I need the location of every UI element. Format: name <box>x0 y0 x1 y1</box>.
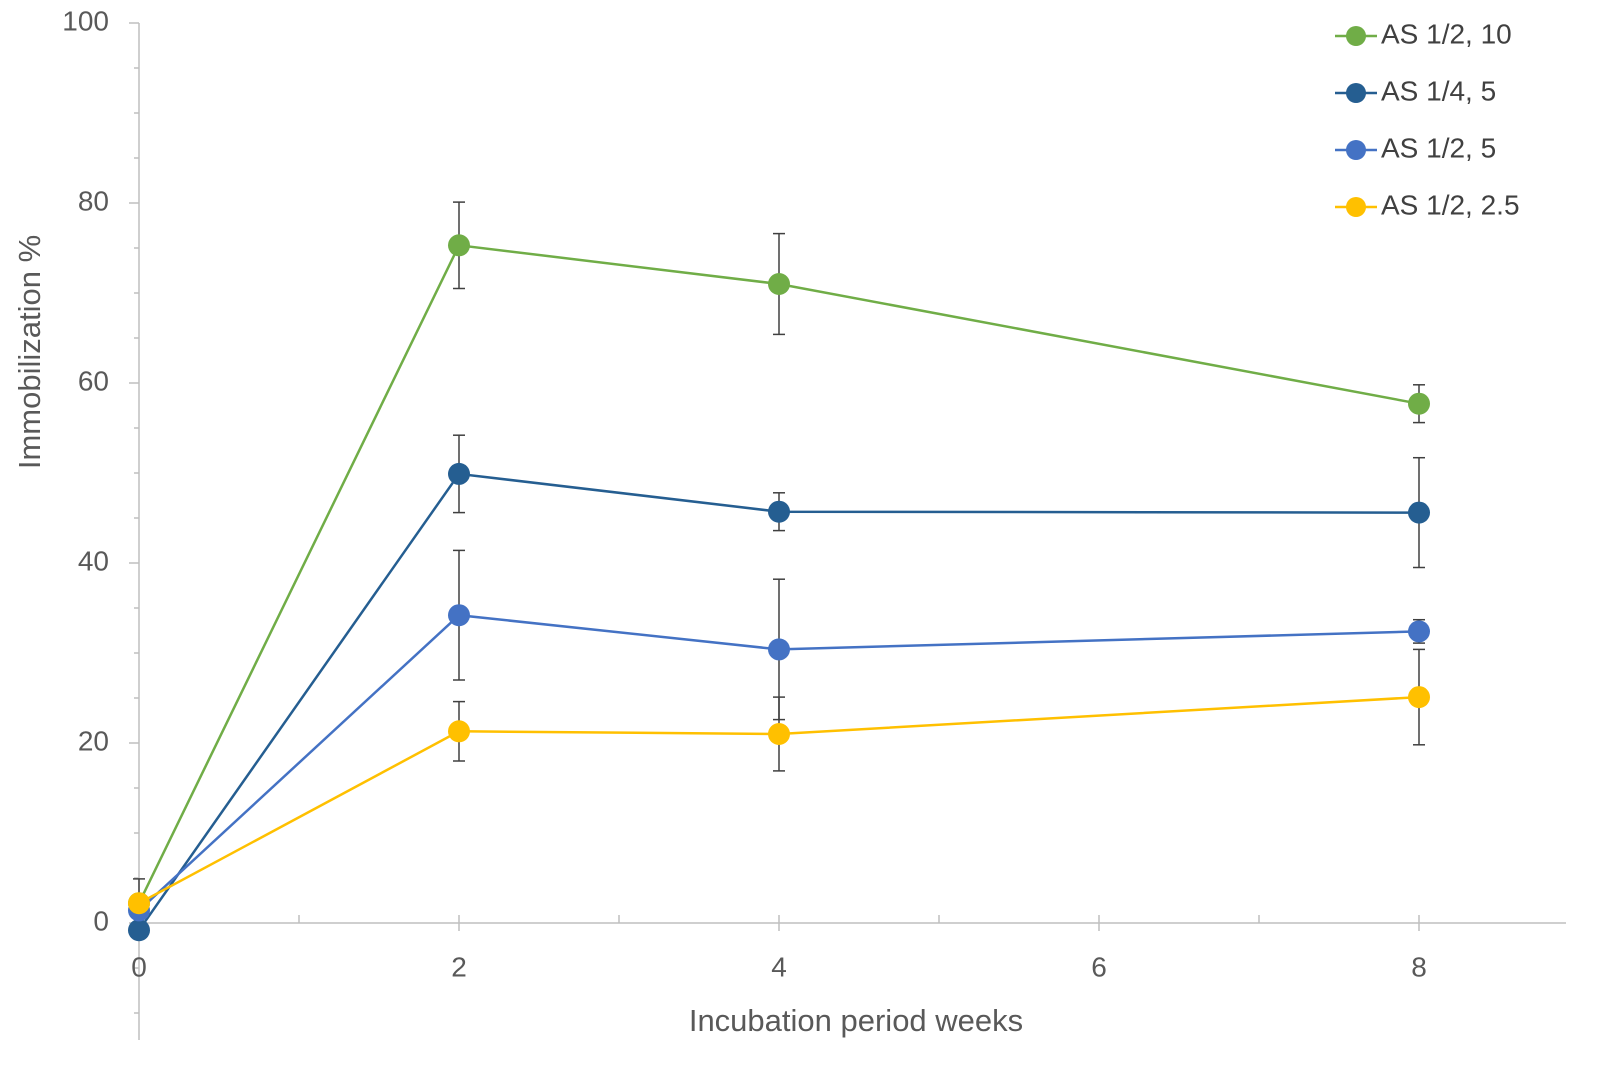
marker <box>448 720 470 743</box>
y-tick-label: 60 <box>78 365 109 396</box>
legend-marker <box>1346 140 1366 160</box>
marker <box>768 723 790 745</box>
x-tick-label: 8 <box>1411 951 1427 982</box>
series-line <box>138 613 1420 912</box>
x-tick-label: 6 <box>1091 951 1107 982</box>
marker <box>448 462 470 485</box>
y-tick-label: 80 <box>78 185 109 216</box>
legend-marker <box>1346 83 1366 103</box>
legend-label: AS 1/4, 5 <box>1381 75 1496 106</box>
marker <box>1408 686 1430 709</box>
legend-label: AS 1/2, 2.5 <box>1381 189 1520 220</box>
marker <box>448 604 470 627</box>
y-tick-label: 0 <box>93 905 109 936</box>
legend-marker <box>1346 197 1366 217</box>
marker <box>1408 501 1430 524</box>
y-axis-title: Immobilization % <box>12 235 47 469</box>
series-line <box>137 243 1420 904</box>
series-line <box>138 695 1420 905</box>
marker <box>1408 392 1430 415</box>
x-axis-title: Incubation period weeks <box>689 1003 1023 1038</box>
marker <box>128 919 150 942</box>
marker <box>128 892 150 915</box>
marker <box>1408 620 1430 643</box>
marker <box>768 638 790 661</box>
legend-marker <box>1346 26 1366 46</box>
marker <box>768 500 790 523</box>
y-tick-label: 20 <box>78 725 109 756</box>
x-tick-label: 4 <box>771 951 787 982</box>
x-tick-label: 2 <box>451 951 467 982</box>
y-tick-label: 100 <box>62 5 109 36</box>
x-tick-label: 0 <box>131 951 147 982</box>
marker <box>448 234 470 257</box>
legend-label: AS 1/2, 10 <box>1381 18 1512 49</box>
legend-label: AS 1/2, 5 <box>1381 132 1496 163</box>
marker <box>768 273 790 295</box>
series-line <box>137 472 1420 931</box>
y-tick-label: 40 <box>78 545 109 576</box>
